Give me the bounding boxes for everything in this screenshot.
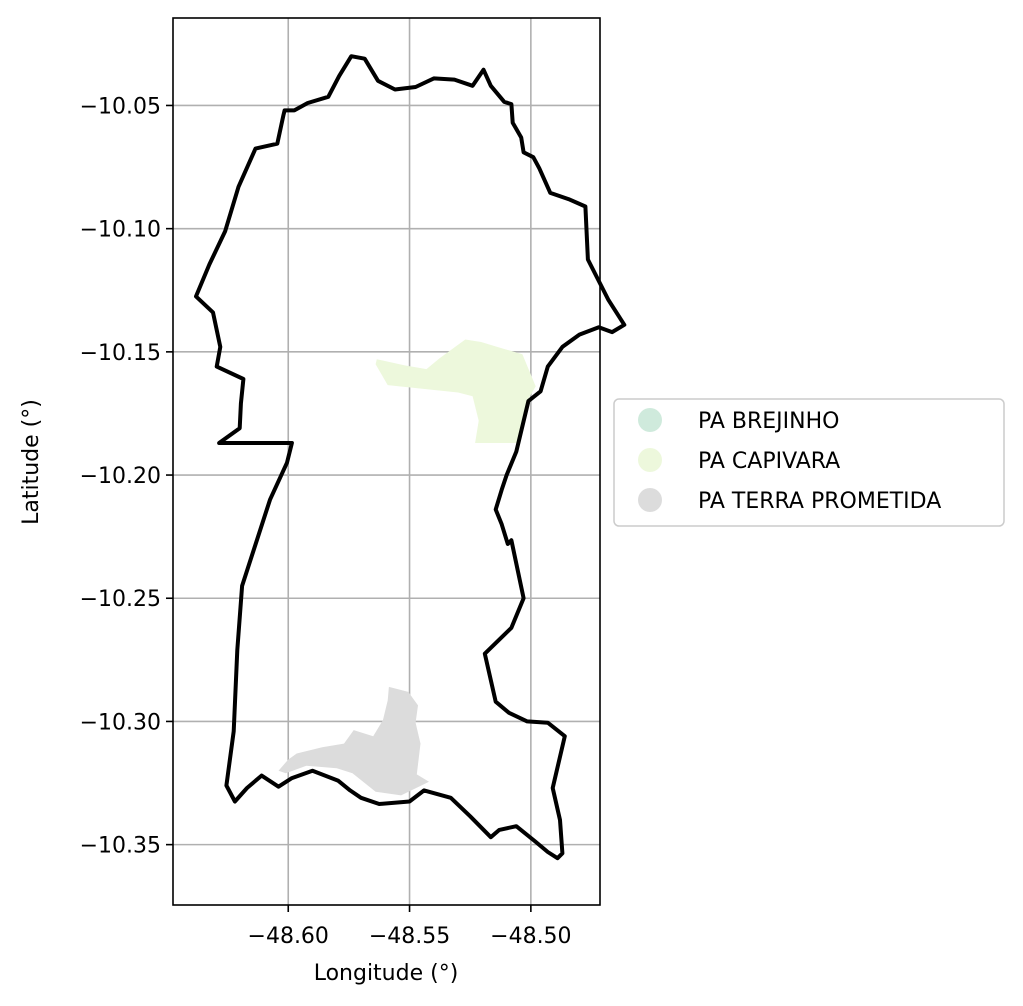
y-tick-label: −10.10 — [80, 218, 161, 243]
legend-box — [613, 398, 1005, 527]
legend-marker — [638, 488, 662, 512]
y-axis-label: Latitude (°) — [19, 399, 44, 525]
settlement-areas — [278, 339, 536, 796]
x-axis-ticks: −48.60 −48.55 −48.50 — [248, 905, 572, 949]
grid-lines — [173, 18, 600, 905]
boundary-outline — [194, 54, 627, 861]
legend-label: PA TERRA PROMETIDA — [698, 489, 941, 514]
legend-marker — [638, 408, 662, 432]
legend-marker — [638, 448, 662, 472]
y-tick-label: −10.30 — [80, 710, 161, 735]
area-pa-capivara — [375, 339, 536, 443]
y-axis-ticks: −10.05 −10.10 −10.15 −10.20 −10.25 −10.30 −10.… — [80, 94, 173, 859]
x-tick-label: −48.50 — [490, 924, 571, 949]
y-tick-label: −10.35 — [80, 834, 161, 859]
y-tick-label: −10.05 — [80, 94, 161, 119]
x-tick-label: −48.60 — [248, 924, 329, 949]
y-tick-label: −10.15 — [80, 341, 161, 366]
legend-label: PA BREJINHO — [698, 409, 839, 434]
legend-label: PA CAPIVARA — [698, 449, 840, 474]
area-pa-terra-prometida — [278, 686, 429, 796]
legend: PA BREJINHO PA CAPIVARA PA TERRA PROMETIDA — [613, 398, 1005, 527]
plot-frame — [172, 17, 601, 906]
municipality-boundary — [194, 54, 627, 861]
x-axis-label: Longitude (°) — [314, 961, 459, 986]
y-tick-label: −10.25 — [80, 587, 161, 612]
y-tick-label: −10.20 — [80, 464, 161, 489]
x-tick-label: −48.55 — [369, 924, 450, 949]
